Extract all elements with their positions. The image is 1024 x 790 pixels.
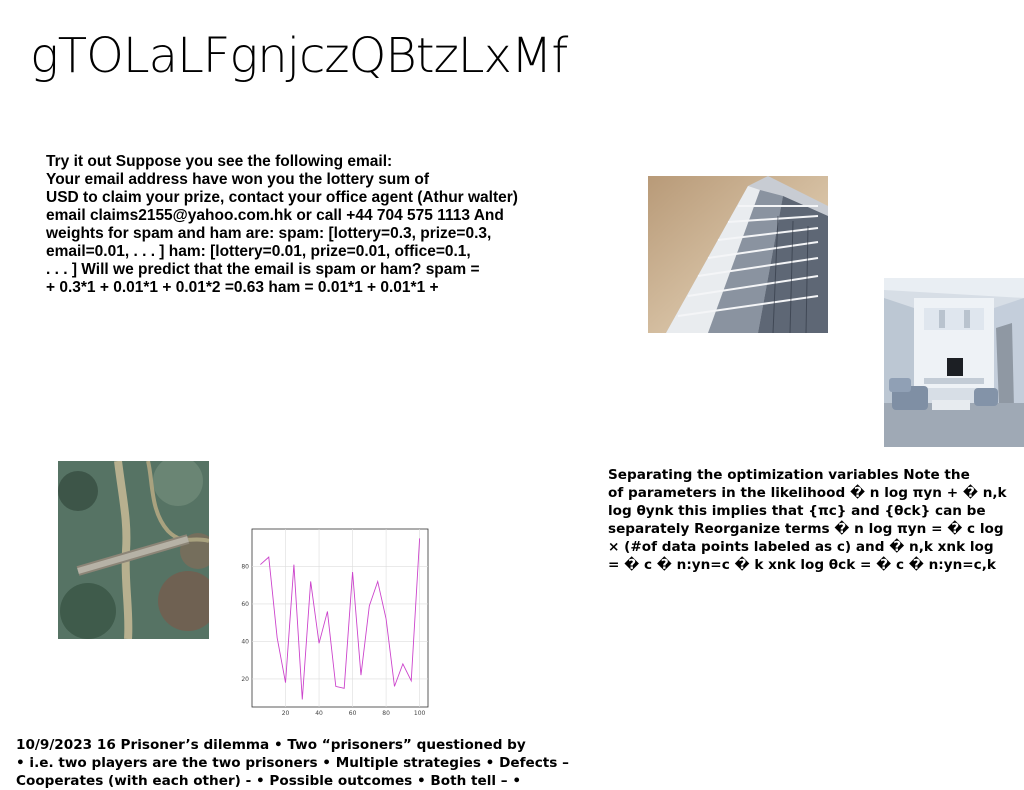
text-line: Try it out Suppose you see the following… [46, 153, 393, 170]
y-tick-label: 80 [241, 563, 249, 570]
x-tick-label: 60 [349, 710, 357, 717]
text-line: weights for spam and ham are: spam: [lot… [46, 225, 492, 242]
aerial-bridge-photo [58, 461, 209, 639]
text-line: Your email address have won you the lott… [46, 171, 429, 188]
text-line: × (#of data points labeled as c) and � n… [608, 539, 994, 555]
x-tick-label: 40 [315, 710, 323, 717]
prisoners-dilemma-text: 10/9/2023 16 Prisoner’s dilemma • Two “p… [16, 736, 569, 790]
text-line: USD to claim your prize, contact your of… [46, 189, 518, 206]
plot-frame [251, 528, 429, 708]
text-line: Cooperates (with each other) - • Possibl… [16, 773, 522, 789]
spam-example-text: Try it out Suppose you see the following… [46, 153, 518, 297]
series-line [260, 538, 421, 700]
line-chart: 20 40 60 80 100 20 40 60 80 [241, 528, 429, 717]
text-line: = � c � n:yn=c � k xnk log θck = � c � n… [608, 557, 996, 573]
page-title: gTOLaLFgnjczQBtzLxMf [30, 28, 568, 84]
y-tick-label: 40 [241, 638, 249, 645]
text-line: Separating the optimization variables No… [608, 467, 970, 483]
text-line: + 0.3*1 + 0.01*1 + 0.01*2 =0.63 ham = 0.… [46, 279, 439, 296]
building-photo [648, 176, 828, 333]
text-line: separately Reorganize terms � n log πyn … [608, 521, 1004, 537]
text-line: email=0.01, . . . ] ham: [lottery=0.01, … [46, 243, 471, 260]
optimization-text: Separating the optimization variables No… [608, 466, 1007, 574]
text-line: of parameters in the likelihood � n log … [608, 485, 1007, 501]
x-tick-label: 100 [414, 710, 426, 717]
text-line: . . . ] Will we predict that the email i… [46, 261, 480, 278]
y-tick-label: 60 [241, 601, 249, 608]
interior-photo [884, 278, 1024, 447]
x-tick-label: 20 [282, 710, 290, 717]
text-line: log θynk this implies that {πc} and {θck… [608, 503, 986, 519]
x-tick-label: 80 [382, 710, 390, 717]
text-line: 10/9/2023 16 Prisoner’s dilemma • Two “p… [16, 737, 526, 753]
text-line: • i.e. two players are the two prisoners… [16, 755, 569, 771]
text-line: email claims2155@yahoo.com.hk or call +4… [46, 207, 504, 224]
y-tick-label: 20 [241, 676, 249, 683]
